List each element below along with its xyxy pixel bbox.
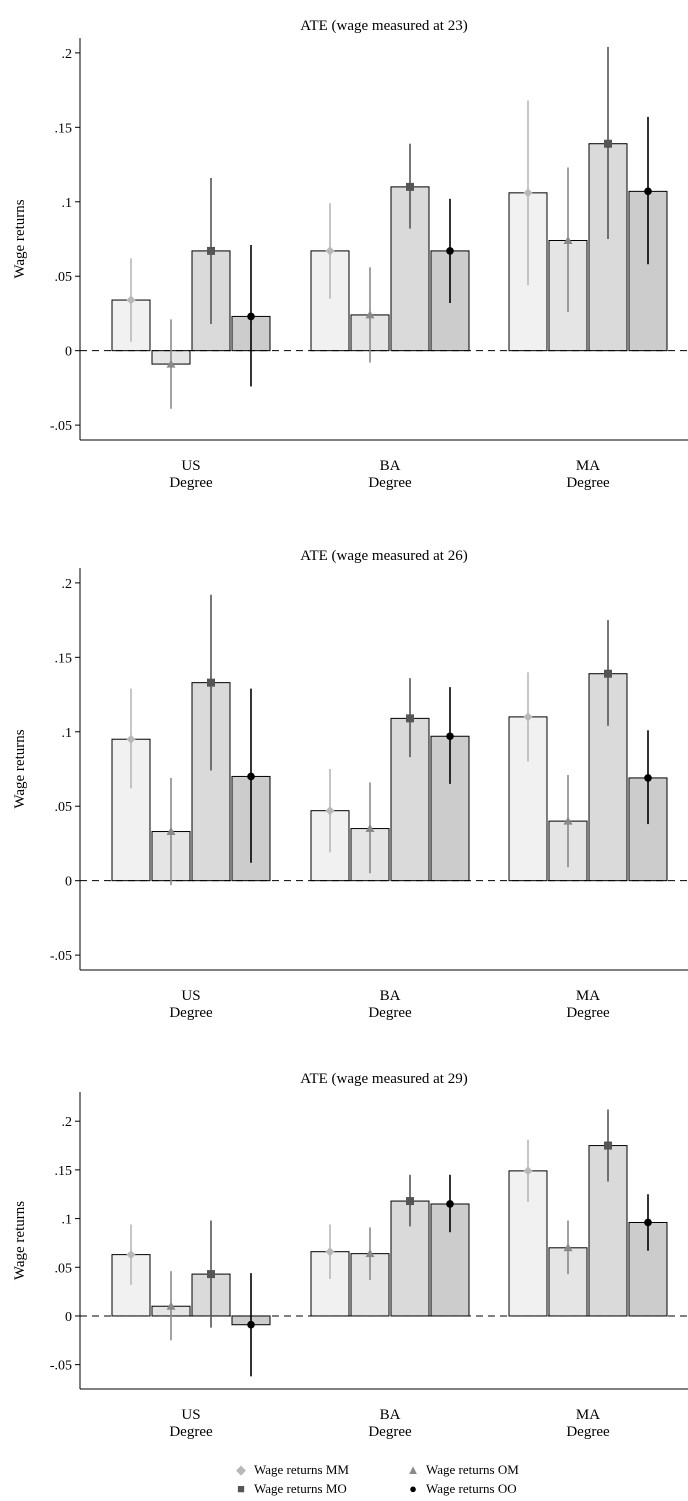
y-tick-label: .15 (55, 1164, 73, 1179)
point-marker (166, 827, 176, 836)
legend-label-mo: Wage returns MO (254, 1480, 347, 1496)
y-tick-label: .05 (55, 270, 73, 285)
category-label: Degree (566, 475, 610, 491)
y-tick-label: .15 (55, 651, 73, 666)
chart-title: ATE (wage measured at 29) (300, 1071, 467, 1087)
y-tick-label: .2 (62, 47, 73, 62)
point-marker (247, 772, 255, 781)
chart-title: ATE (wage measured at 26) (300, 548, 467, 564)
point-marker (126, 295, 136, 305)
y-tick-label: .1 (62, 726, 73, 741)
category-label: MA (576, 1407, 600, 1423)
point-marker (523, 1166, 533, 1176)
category-label: BA (380, 458, 401, 474)
legend-label-om: Wage returns OM (426, 1461, 519, 1477)
point-marker (365, 1249, 375, 1258)
legend-item-oo: ● Wage returns OO (404, 1481, 576, 1497)
point-marker (644, 1218, 652, 1227)
point-marker (604, 1141, 612, 1150)
category-label: Degree (566, 1424, 610, 1440)
y-tick-label: .2 (62, 577, 73, 592)
point-marker (563, 1243, 573, 1252)
point-marker (247, 1320, 255, 1329)
category-label: Degree (368, 1424, 412, 1440)
category-label: BA (380, 1407, 401, 1423)
point-marker (563, 816, 573, 825)
legend-item-mo: ■ Wage returns MO (232, 1481, 404, 1497)
point-marker (166, 1301, 176, 1310)
point-marker (247, 312, 255, 321)
square-icon: ■ (237, 1480, 245, 1496)
point-marker (365, 310, 375, 319)
y-axis-title: Wage returns (12, 729, 28, 808)
chart-panel-2: ATE (wage measured at 26) -.05 0 .05 .1 .15 .2… (12, 548, 688, 1021)
y-tick-label: -.05 (50, 419, 72, 434)
y-tick-label: .05 (55, 1261, 73, 1276)
y-tick-label: 0 (65, 345, 72, 360)
point-marker (446, 247, 454, 255)
y-tick-label: .05 (55, 800, 73, 815)
category-label: Degree (566, 1005, 610, 1021)
legend-label-mm: Wage returns MM (254, 1461, 349, 1477)
point-marker (207, 1270, 215, 1279)
category-label: Degree (169, 1424, 213, 1440)
y-axis-title: Wage returns (12, 1201, 28, 1280)
category-label: US (181, 458, 200, 474)
point-marker (523, 712, 533, 722)
point-marker (446, 1200, 454, 1208)
legend: ◆ Wage returns MM ▲ Wage returns OM ■ Wa… (232, 1460, 592, 1498)
circle-icon: ● (409, 1480, 417, 1496)
chart-panel-1: ATE (wage measured at 23) -.05 0 .05 .1 .15 .2… (12, 18, 688, 491)
chart-panel-3: ATE (wage measured at 29) -.05 0 .05 .1 .15 .2… (12, 1071, 688, 1440)
category-label: MA (576, 988, 600, 1004)
legend-label-oo: Wage returns OO (426, 1480, 517, 1496)
category-label: Degree (368, 1005, 412, 1021)
point-marker (325, 246, 335, 256)
triangle-icon: ▲ (406, 1461, 420, 1477)
y-tick-label: -.05 (50, 1359, 72, 1374)
category-label: Degree (169, 475, 213, 491)
diamond-icon: ◆ (236, 1461, 246, 1477)
category-label: MA (576, 458, 600, 474)
y-tick-label: 0 (65, 875, 72, 890)
point-marker (604, 669, 612, 678)
category-label: US (181, 988, 200, 1004)
y-tick-label: 0 (65, 1310, 72, 1325)
point-marker (644, 774, 652, 782)
point-marker (406, 1197, 414, 1206)
point-marker (406, 714, 414, 723)
y-tick-label: .15 (55, 121, 73, 136)
point-marker (325, 1247, 335, 1257)
legend-item-om: ▲ Wage returns OM (404, 1462, 576, 1478)
point-marker (126, 1250, 136, 1260)
y-tick-label: .1 (62, 196, 73, 211)
y-tick-label: -.05 (50, 949, 72, 964)
category-label: US (181, 1407, 200, 1423)
point-marker (126, 734, 136, 744)
point-marker (325, 806, 335, 816)
category-label: Degree (368, 475, 412, 491)
point-marker (207, 246, 215, 255)
point-marker (604, 139, 612, 148)
y-tick-label: .2 (62, 1115, 73, 1130)
point-marker (207, 678, 215, 687)
point-marker (523, 188, 533, 198)
chart-title: ATE (wage measured at 23) (300, 18, 467, 34)
y-tick-label: .1 (62, 1213, 73, 1228)
category-label: BA (380, 988, 401, 1004)
category-label: Degree (169, 1005, 213, 1021)
point-marker (166, 359, 176, 368)
point-marker (406, 182, 414, 191)
point-marker (446, 732, 454, 741)
point-marker (365, 824, 375, 833)
point-marker (563, 235, 573, 244)
point-marker (644, 187, 652, 196)
legend-item-mm: ◆ Wage returns MM (232, 1462, 404, 1478)
y-axis-title: Wage returns (12, 199, 28, 278)
